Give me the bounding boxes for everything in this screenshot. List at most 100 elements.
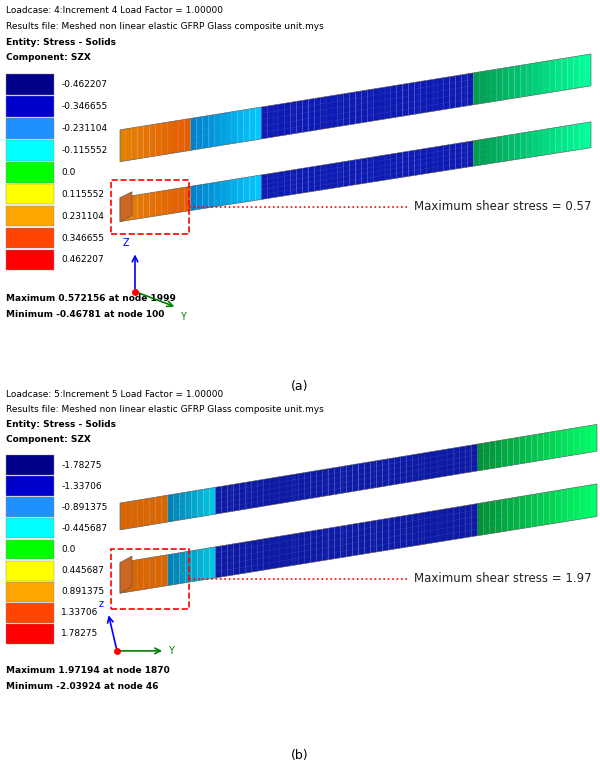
Polygon shape [353,523,358,556]
Polygon shape [406,515,412,547]
Polygon shape [579,426,585,454]
Polygon shape [232,111,238,144]
Polygon shape [444,77,449,110]
Polygon shape [479,139,485,165]
Polygon shape [432,147,438,173]
Polygon shape [179,492,185,520]
Polygon shape [338,161,344,187]
Bar [6,118,54,138]
Polygon shape [520,132,526,159]
Polygon shape [438,145,444,172]
Polygon shape [173,121,179,153]
Polygon shape [138,499,144,527]
Polygon shape [591,424,597,452]
Polygon shape [341,465,347,494]
Polygon shape [561,488,567,522]
Polygon shape [244,177,250,202]
Polygon shape [485,138,491,164]
Polygon shape [311,530,317,562]
Polygon shape [308,167,314,192]
Polygon shape [293,533,299,565]
Polygon shape [436,509,442,542]
Polygon shape [209,547,215,579]
Polygon shape [388,518,394,550]
Text: 0.445687: 0.445687 [61,566,104,575]
Polygon shape [126,561,132,592]
Polygon shape [267,173,273,199]
Polygon shape [579,486,585,519]
Polygon shape [350,160,355,186]
Polygon shape [296,168,302,194]
Polygon shape [314,165,320,191]
Polygon shape [203,488,209,516]
Polygon shape [323,528,329,561]
Text: Z: Z [122,237,130,247]
Polygon shape [502,498,508,531]
Polygon shape [120,502,126,530]
Polygon shape [251,481,257,508]
Polygon shape [179,119,185,152]
Polygon shape [424,452,430,480]
Polygon shape [269,478,275,505]
Polygon shape [436,450,442,478]
Polygon shape [185,118,191,151]
Polygon shape [561,429,567,457]
Text: 1.78275: 1.78275 [61,630,98,638]
Polygon shape [132,560,138,591]
Polygon shape [120,129,126,162]
Polygon shape [326,96,332,128]
Text: Loadcase: 5:Increment 5 Load Factor = 1.00000: Loadcase: 5:Increment 5 Load Factor = 1.… [6,390,223,399]
Bar [6,476,54,496]
Polygon shape [461,74,467,107]
Polygon shape [484,442,490,470]
Polygon shape [245,482,251,509]
Polygon shape [275,536,281,568]
Text: z: z [99,599,104,610]
Polygon shape [149,192,155,217]
Polygon shape [574,56,579,89]
Polygon shape [376,460,382,488]
Polygon shape [544,432,550,460]
Text: 0.462207: 0.462207 [61,256,104,264]
Polygon shape [344,93,350,126]
Polygon shape [162,554,168,587]
Polygon shape [573,487,579,521]
Text: Maximum shear stress = 0.57  MPa: Maximum shear stress = 0.57 MPa [414,200,600,214]
Polygon shape [227,485,233,512]
Polygon shape [168,554,173,585]
Polygon shape [167,121,173,154]
Polygon shape [203,548,209,580]
Polygon shape [168,494,173,522]
Polygon shape [156,496,162,524]
Polygon shape [244,109,250,142]
Polygon shape [426,80,432,112]
Polygon shape [420,148,426,174]
Text: Y: Y [180,312,186,322]
Polygon shape [403,151,409,177]
Polygon shape [520,495,526,529]
Polygon shape [364,462,370,489]
Polygon shape [460,446,466,474]
Text: 0.0: 0.0 [61,167,76,177]
Polygon shape [367,157,373,183]
Polygon shape [556,58,562,91]
Polygon shape [329,527,335,560]
Polygon shape [267,105,273,138]
Polygon shape [509,66,514,99]
Polygon shape [173,188,179,214]
Polygon shape [568,124,574,151]
Polygon shape [162,495,168,523]
Polygon shape [353,464,358,492]
Bar [6,140,54,161]
Polygon shape [257,479,263,508]
Polygon shape [347,465,353,492]
Polygon shape [538,493,544,526]
Polygon shape [460,505,466,538]
Polygon shape [550,127,556,154]
Polygon shape [251,540,257,572]
Polygon shape [385,86,391,119]
Polygon shape [256,175,262,200]
Bar [6,455,54,475]
Polygon shape [281,535,287,568]
Polygon shape [317,469,323,498]
